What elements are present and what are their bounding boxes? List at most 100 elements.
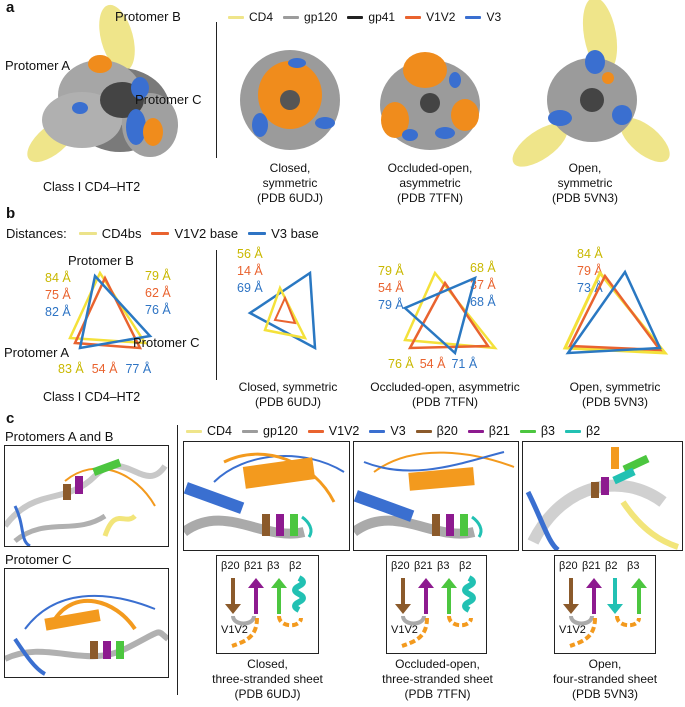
caption-c-closed: Closed, three-stranded sheet (PDB 6UDJ) <box>212 657 323 701</box>
distances-label: Distances: <box>6 226 67 241</box>
topo-open-v1v2: V1V2 <box>559 624 586 636</box>
topo-closed-b2: β2 <box>289 560 302 572</box>
protomer-a-label: Protomer A <box>5 58 71 73</box>
dist-occ-left: 79 Å 54 Å 79 Å <box>378 263 404 314</box>
legend-label-gp41: gp41 <box>368 10 396 24</box>
c-legend-label-b21: β21 <box>488 424 510 438</box>
legend-label-gp120: gp120 <box>304 10 338 24</box>
c-legend-label-gp120: gp120 <box>263 424 298 438</box>
dist-occ-right-v1v2: 37 Å <box>470 278 496 292</box>
c-legend-label-b3: β3 <box>540 424 556 438</box>
dist-left-bc-cd4bs: 79 Å <box>145 269 171 283</box>
box-protomers-ab <box>4 445 169 547</box>
dist-left-ab-v1v2: 75 Å <box>45 288 71 302</box>
c-legend-swatch-cd4 <box>186 429 202 433</box>
dist-occ-left-cd4bs: 79 Å <box>378 264 404 278</box>
c-legend-swatch-gp120 <box>242 429 259 433</box>
b-protomer-c-label: Protomer C <box>133 335 200 350</box>
topology-occluded: β20 β21 β3 β2 V1V2 <box>386 555 487 654</box>
box-protomer-c <box>4 568 169 678</box>
legend-swatch-v1v2-base <box>151 232 170 235</box>
legend-swatch-v1v2 <box>405 15 422 19</box>
topo-occ-b21: β21 <box>414 560 433 572</box>
b-protomer-a-label: Protomer A <box>4 345 70 360</box>
dist-open-cd4bs: 84 Å <box>577 247 603 261</box>
topo-closed-b3: β3 <box>267 560 280 572</box>
legend-label-cd4bs: CD4bs <box>101 226 142 241</box>
legend-swatch-v3 <box>465 15 482 19</box>
legend-swatch-gp120 <box>283 15 300 19</box>
legend-label-cd4: CD4 <box>249 10 274 24</box>
panel-b-label: b <box>6 205 16 222</box>
caption-a-closed: Closed, symmetric (PDB 6UDJ) <box>256 161 323 205</box>
topo-closed-b20: β20 <box>221 560 240 572</box>
dist-closed-v3: 69 Å <box>237 281 263 295</box>
caption-a-occluded: Occluded-open, asymmetric (PDB 7TFN) <box>387 161 473 205</box>
caption-c-occluded: Occluded-open, three-stranded sheet (PDB… <box>382 657 493 701</box>
ribbon-ab <box>5 458 168 546</box>
caption-b-closed: Closed, symmetric (PDB 6UDJ) <box>238 380 338 409</box>
caption-b-occluded: Occluded-open, asymmetric (PDB 7TFN) <box>370 380 520 409</box>
dist-left-bc-v3: 76 Å <box>145 303 171 317</box>
c-legend-label-cd4: CD4 <box>207 424 233 438</box>
c-legend-swatch-b20 <box>415 429 432 433</box>
dist-left-ac-cd4bs: 83 Å <box>58 362 84 376</box>
c-legend-swatch-b21 <box>467 429 484 433</box>
panel-a-legend: CD4 gp120 gp41 V1V2 V3 <box>228 10 511 24</box>
box-open-structure <box>522 441 683 551</box>
topology-closed: β20 β21 β3 β2 V1V2 <box>216 555 319 654</box>
cd4-b <box>99 4 135 72</box>
dist-closed-v1v2: 14 Å <box>237 264 263 278</box>
dist-left-ac-v1v2: 54 Å <box>91 362 118 376</box>
box-occluded-structure <box>353 441 519 551</box>
dist-open: 84 Å 79 Å 73 Å <box>577 246 603 297</box>
panel-c-label: c <box>6 410 15 427</box>
topo-occ-b20: β20 <box>391 560 410 572</box>
legend-swatch-gp41 <box>347 15 364 19</box>
triangles-occluded <box>402 270 498 356</box>
dist-occ-right: 68 Å 37 Å 68 Å <box>470 260 496 311</box>
panel-a-label: a <box>6 0 15 16</box>
c-legend-swatch-v1v2 <box>307 429 324 433</box>
legend-label-v3-base: V3 base <box>271 226 319 241</box>
dist-left-ab-v3: 82 Å <box>45 305 71 319</box>
legend-label-v1v2: V1V2 <box>426 10 456 24</box>
structure-occluded-open <box>380 52 480 150</box>
topo-open-b3: β3 <box>627 560 640 572</box>
topo-open-b2: β2 <box>605 560 618 572</box>
dist-closed-cd4bs: 56 Å <box>237 247 263 261</box>
c-legend-swatch-b3 <box>519 429 536 433</box>
structure-open <box>512 0 670 167</box>
dist-occ-left-v1v2: 54 Å <box>378 281 404 295</box>
topo-open-b20: β20 <box>559 560 578 572</box>
triangles-open <box>562 269 669 355</box>
caption-c-open: Open, four-stranded sheet (PDB 5VN3) <box>552 657 658 701</box>
topo-closed-v1v2: V1V2 <box>221 624 248 636</box>
dist-left-ac-v3: 77 Å <box>125 362 152 376</box>
topo-closed-b21: β21 <box>244 560 263 572</box>
dist-occ-bottom-v3: 71 Å <box>451 357 478 371</box>
protomer-c-title: Protomer C <box>5 552 72 567</box>
dist-left-bc-v1v2: 62 Å <box>145 286 171 300</box>
b-protomer-b-label: Protomer B <box>68 253 134 268</box>
c-legend-swatch-v3 <box>369 429 386 433</box>
triangles-closed <box>247 270 317 351</box>
topo-open-b21: β21 <box>582 560 601 572</box>
topology-open: β20 β21 β2 β3 V1V2 <box>554 555 656 654</box>
dist-occ-bottom-v1v2: 54 Å <box>419 357 446 371</box>
dist-occ-right-cd4bs: 68 Å <box>470 261 496 275</box>
protomer-c-label: Protomer C <box>135 92 202 107</box>
dist-left-ab-cd4bs: 84 Å <box>45 271 71 285</box>
dist-occ-bottom: 76 Å 54 Å 71 Å <box>388 356 477 373</box>
dist-left-ab: 84 Å 75 Å 82 Å <box>45 270 71 321</box>
c-legend-label-v3: V3 <box>390 424 406 438</box>
topo-occ-v1v2: V1V2 <box>391 624 418 636</box>
c-legend-label-v1v2: V1V2 <box>328 424 360 438</box>
dist-open-v1v2: 79 Å <box>577 264 603 278</box>
legend-swatch-cd4 <box>228 15 244 19</box>
panel-c-legend: CD4 gp120 V1V2 V3 β20 β21 β3 β2 <box>186 424 610 438</box>
panel-a-divider <box>216 22 217 158</box>
dist-closed: 56 Å 14 Å 69 Å <box>237 246 263 297</box>
box-closed-structure <box>183 441 350 551</box>
c-legend-label-b20: β20 <box>436 424 458 438</box>
